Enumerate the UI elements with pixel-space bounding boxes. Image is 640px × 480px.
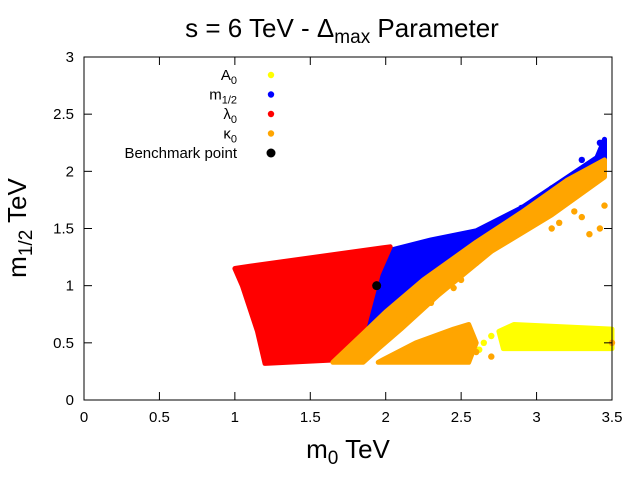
x-axis-label: m0 TeV (306, 434, 390, 469)
y-tick-label: 0 (66, 392, 74, 409)
x-tick-label: 1 (231, 409, 239, 426)
series-3-region-1 (375, 322, 479, 365)
series-0-region-0 (496, 322, 615, 352)
chart-title: s = 6 TeV - Δmax Parameter (185, 13, 499, 48)
series-3-point-8 (503, 236, 510, 244)
legend-marker (267, 130, 275, 137)
series-3-point-2 (586, 231, 593, 238)
legend-label: m1/2 (209, 87, 237, 107)
series-3-point-3 (578, 213, 585, 221)
series-3-point-11 (450, 284, 457, 292)
series-3-point-13 (405, 316, 412, 324)
series-3-point-14 (488, 353, 495, 360)
y-tick-label: 1 (66, 278, 74, 295)
series-3-point-12 (427, 299, 435, 306)
series-1-point-1 (599, 145, 607, 152)
legend-marker (267, 110, 275, 118)
x-tick-label: 2 (382, 409, 390, 426)
series-3-region-0 (330, 157, 607, 365)
series-3-point-10 (457, 276, 465, 284)
legend-label: κ0 (223, 126, 237, 146)
x-tick-label: 1.5 (300, 409, 321, 426)
x-tick-label: 0 (80, 409, 88, 426)
benchmark-point (372, 281, 382, 291)
y-tick-label: 2 (66, 163, 74, 180)
x-tick-label: 3 (532, 409, 540, 426)
x-tick-label: 0.5 (149, 409, 170, 426)
legend-label: λ0 (223, 106, 237, 126)
x-tick-label: 3.5 (602, 409, 623, 426)
legend-label: A0 (221, 67, 237, 87)
legend-marker (266, 148, 276, 158)
legend-marker (267, 71, 275, 79)
series-3-point-0 (601, 202, 608, 209)
series-0-point-1 (480, 339, 487, 346)
axis-ticks: 0 0.5 1 1.5 2 2.5 3 3.5 0 0.5 1 1.5 2 2.5 3 (53, 49, 622, 426)
y-tick-label: 1.5 (53, 221, 74, 238)
series-3-point-6 (548, 225, 555, 232)
series-1-point-2 (578, 156, 585, 164)
series-3-point-4 (571, 208, 578, 215)
x-tick-label: 2.5 (451, 409, 472, 426)
series-3-point-9 (473, 259, 480, 266)
y-tick-label: 3 (66, 49, 74, 66)
series-3-point-15 (473, 348, 480, 356)
y-tick-label: 0.5 (53, 335, 74, 352)
series-0-point-2 (488, 332, 495, 340)
y-tick-label: 2.5 (53, 106, 74, 123)
series-3-point-5 (556, 219, 563, 226)
series-3-point-1 (596, 225, 604, 232)
legend-marker (267, 91, 275, 98)
legend-label: Benchmark point (124, 145, 237, 162)
plot-area (232, 136, 616, 366)
series-3-point-7 (525, 219, 533, 226)
series-1-point-0 (596, 139, 604, 146)
y-axis-label: m1/2 TeV (2, 178, 37, 278)
